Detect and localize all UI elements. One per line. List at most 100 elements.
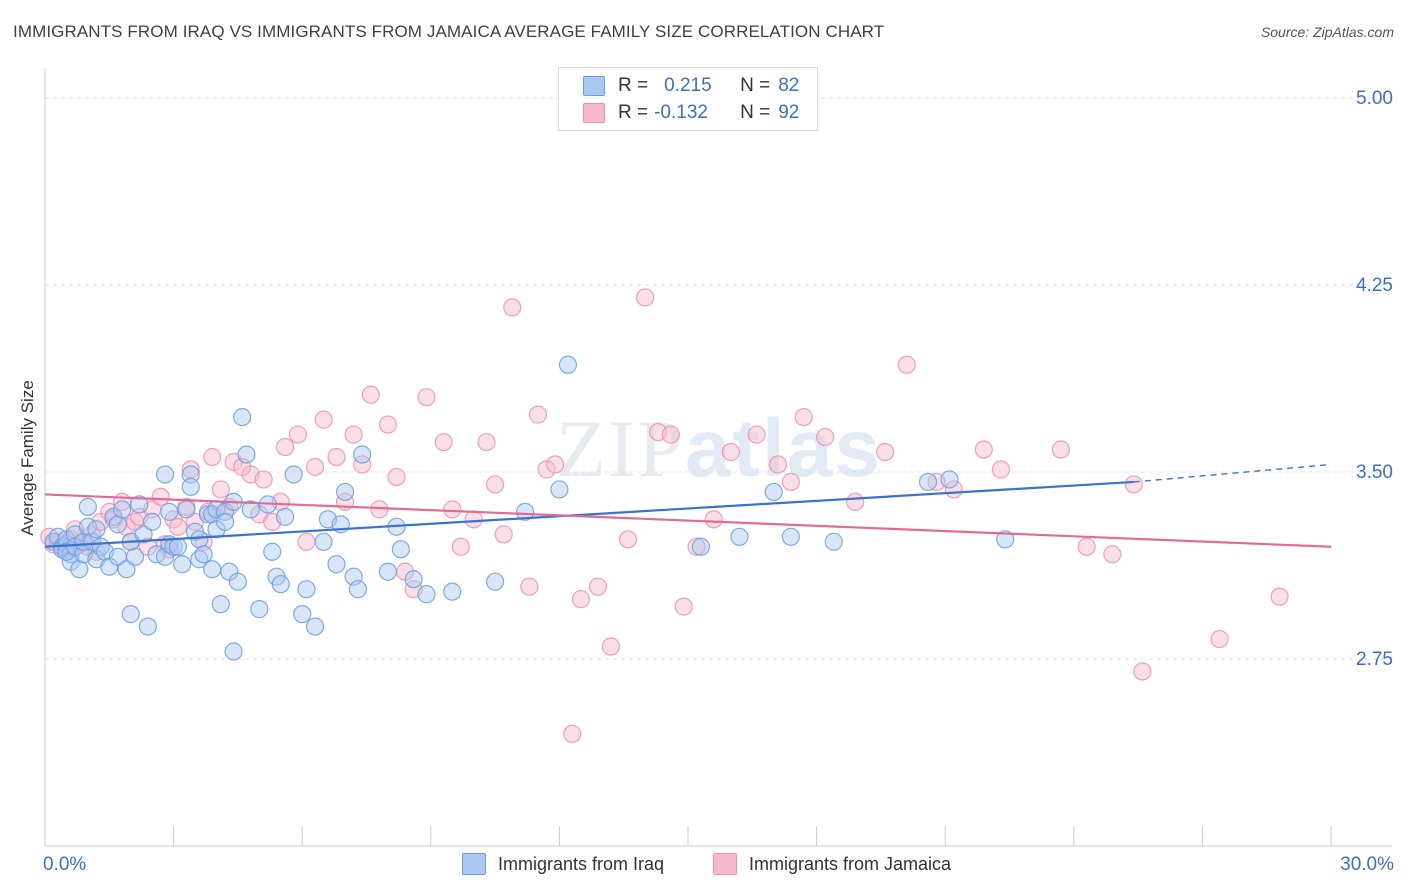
y-tick-label: 2.75 [1356, 649, 1393, 670]
iraq-point [78, 497, 97, 516]
jamaica-point [601, 637, 620, 656]
jamaica-point [443, 500, 462, 519]
jamaica-point [571, 590, 590, 609]
jamaica-point [203, 447, 222, 467]
iraq-point [691, 537, 710, 556]
jamaica-point [344, 425, 363, 444]
legend-n-value: 92 [778, 102, 800, 123]
jamaica-point [687, 537, 706, 556]
jamaica-point [991, 460, 1011, 479]
jamaica-point [546, 455, 565, 474]
jamaica-point [1103, 545, 1122, 564]
legend-row-jamaica: R = -0.132 N = 92 [583, 102, 799, 124]
jamaica-point [297, 532, 316, 551]
iraq-point [263, 542, 282, 561]
jamaica-point [503, 298, 522, 317]
iraq-point [173, 555, 192, 574]
iraq-point [824, 532, 843, 551]
jamaica-point [275, 437, 295, 457]
legend-r-label: R = [618, 102, 649, 123]
jamaica-point [370, 500, 389, 519]
iraq-point [138, 617, 157, 636]
watermark: ZIPatlas [556, 402, 882, 496]
iraq-point [181, 465, 200, 484]
iraq-point [781, 527, 800, 546]
iraq-point [353, 445, 372, 464]
iraq-point [134, 525, 153, 544]
iraq-point [764, 482, 783, 502]
jamaica-point [305, 457, 325, 477]
iraq-point [121, 605, 140, 624]
iraq-point [108, 515, 127, 534]
jamaica-point [1124, 475, 1143, 494]
iraq-point [297, 580, 316, 599]
jamaica-point [768, 455, 788, 474]
iraq-point [215, 512, 235, 531]
iraq-point [940, 470, 959, 489]
y-tick-label: 5.00 [1356, 88, 1393, 109]
jamaica-point [974, 440, 993, 459]
iraq-point [237, 445, 256, 464]
jamaica-point [494, 525, 513, 544]
x-tick-label-left: 0.0% [43, 854, 86, 875]
jamaica-point [378, 415, 398, 434]
correlation-legend: R = 0.215 N = 82 R = -0.132 N = 92 [558, 67, 818, 131]
legend-row-iraq: R = 0.215 N = 82 [583, 75, 799, 97]
iraq-point [417, 585, 436, 604]
bottom-legend-jamaica: Immigrants from Jamaica [713, 852, 951, 876]
iraq-point [130, 495, 149, 514]
iraq-point [443, 582, 462, 601]
iraq-point [70, 560, 89, 579]
legend-n-value: 82 [778, 75, 800, 96]
legend-r-value: 0.215 [664, 75, 712, 96]
iraq-point [378, 562, 398, 581]
jamaica-point [387, 467, 406, 487]
jamaica-point [1210, 629, 1229, 649]
iraq-point [275, 507, 295, 526]
iraq-point [550, 480, 569, 499]
iraq-point [211, 595, 230, 614]
jamaica-point [846, 492, 865, 511]
jamaica-point [151, 487, 170, 507]
jamaica-point [816, 427, 835, 447]
iraq-point [228, 572, 247, 591]
iraq-point [305, 617, 325, 636]
jamaica-point [674, 597, 693, 616]
legend-n-label: N = [740, 102, 771, 123]
legend-r-value: -0.132 [654, 102, 708, 123]
data-points [40, 288, 1289, 743]
iraq-point [391, 540, 410, 559]
jamaica-point [314, 410, 333, 429]
jamaica-point [451, 537, 470, 556]
jamaica-point [528, 405, 548, 424]
bottom-legend-label-jamaica: Immigrants from Jamaica [749, 853, 952, 874]
jamaica-point [353, 455, 372, 474]
iraq-point [404, 570, 423, 589]
iraq-point [348, 580, 368, 599]
iraq-point [117, 560, 136, 579]
jamaica-point [897, 355, 916, 374]
jamaica-point [704, 510, 723, 529]
jamaica-point [1077, 537, 1096, 556]
axes [44, 68, 1392, 847]
jamaica-point [417, 388, 436, 407]
jamaica-point [211, 480, 230, 499]
source-label: Source: ZipAtlas.com [1260, 24, 1394, 40]
jamaica-point [327, 447, 346, 467]
iraq-trend-extension [1133, 463, 1332, 483]
legend-r-label: R = [618, 75, 649, 96]
jamaica-point [661, 425, 680, 444]
watermark-zip: ZIP [556, 403, 685, 494]
legend-swatch-jamaica [583, 103, 605, 123]
iraq-point [87, 520, 106, 539]
iraq-point [241, 500, 260, 519]
legend-n-label: N = [740, 75, 771, 96]
iraq-point [486, 572, 505, 591]
jamaica-point [747, 425, 766, 444]
iraq-point [271, 575, 290, 594]
jamaica-point [618, 530, 638, 549]
iraq-point [996, 530, 1015, 549]
iraq-point [143, 512, 162, 531]
iraq-point [177, 500, 196, 519]
